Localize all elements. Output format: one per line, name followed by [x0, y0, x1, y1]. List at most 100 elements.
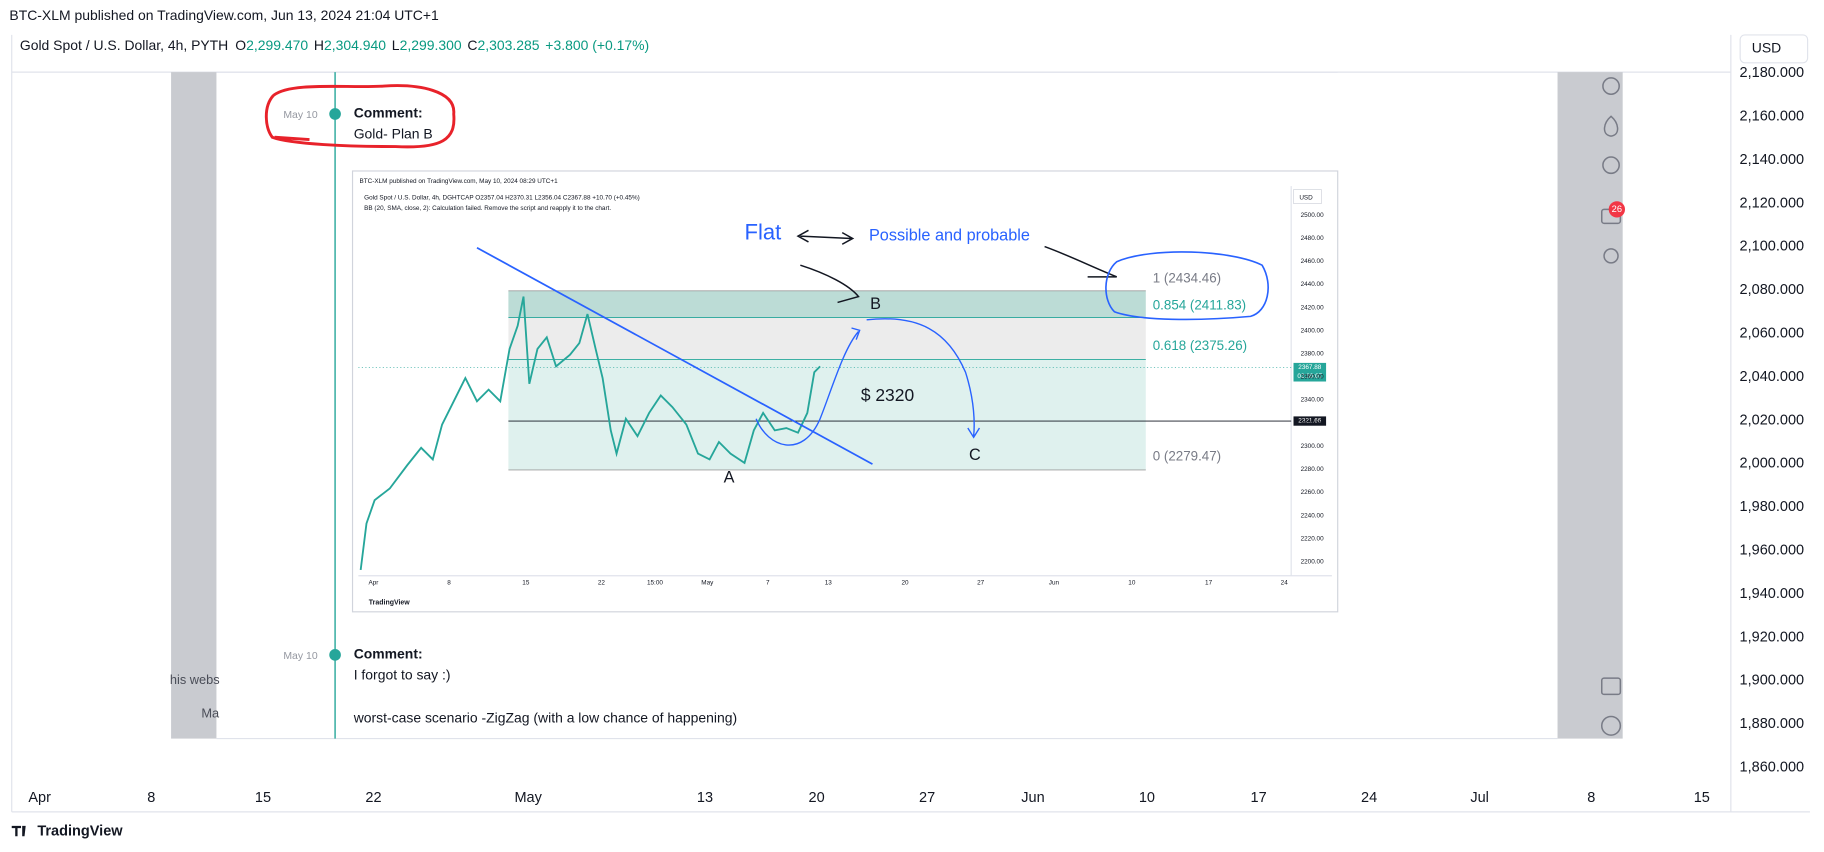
price-label: 2,100.000	[1740, 239, 1805, 255]
price-label: 1,980.000	[1740, 499, 1805, 515]
embedded-price-label: 2280.00	[1301, 466, 1324, 473]
embedded-time-label: 8	[447, 579, 451, 586]
icon-calendar[interactable]	[1600, 677, 1622, 696]
comment-title: Comment:	[354, 105, 423, 121]
annotation: A	[724, 468, 735, 486]
icon-stream[interactable]	[1603, 248, 1619, 264]
embedded-time-label: Apr	[369, 579, 380, 586]
time-label: 22	[365, 790, 381, 806]
axes: 2,180.000 2,160.000 2,140.000 2,120.000 2,10…	[28, 65, 1804, 806]
highlight-circle	[264, 84, 456, 149]
ohlc-key: H	[314, 37, 324, 53]
trendline	[476, 246, 873, 465]
icon-alarm[interactable]	[1602, 77, 1620, 95]
level-tag: 2321.66	[1298, 418, 1321, 425]
price-label: 1,920.000	[1740, 629, 1805, 645]
embedded-price-label: 2240.00	[1301, 512, 1324, 519]
embedded-time-label: 24	[1281, 579, 1289, 586]
comment-dot	[329, 108, 341, 120]
icon-idea[interactable]	[1602, 156, 1620, 175]
footer: TradingView	[37, 823, 123, 839]
time-label: 10	[1139, 790, 1155, 806]
embedded-published: BTC-XLM published on TradingView.com, Ma…	[360, 178, 559, 185]
fib-label: 0 (2279.47)	[1153, 449, 1221, 464]
price-label: 2,060.000	[1740, 326, 1805, 342]
currency-button[interactable]	[1739, 34, 1809, 64]
sidebar-icons	[1600, 77, 1622, 736]
time-label: Jul	[1470, 790, 1489, 806]
price-label: 1,940.000	[1740, 586, 1805, 602]
fragment: Ma	[201, 706, 220, 721]
price-label: 2,180.000	[1740, 65, 1805, 81]
embedded-price-label: 2220.00	[1301, 535, 1324, 542]
comment-line: worst-case scenario -ZigZag (with a low …	[353, 710, 737, 726]
price-label: 2,080.000	[1740, 282, 1805, 298]
fib-zone	[508, 317, 1146, 360]
embedded-time-label: 20	[901, 579, 909, 586]
price-label: 2,140.000	[1740, 152, 1805, 168]
embedded-price-label: 2300.00	[1301, 443, 1324, 450]
overlay-bar	[171, 72, 217, 739]
ohlc-key: L	[392, 37, 400, 53]
embedded-price-label: 2360.00	[1301, 374, 1324, 381]
embedded-indicator: BB (20, SMA, close, 2): Calculation fail…	[364, 205, 611, 212]
fib-label: 0.618 (2375.26)	[1153, 338, 1247, 353]
icon-hot[interactable]	[1603, 115, 1619, 137]
price-label: 1,900.000	[1740, 673, 1805, 689]
embedded-time-label: 7	[766, 579, 770, 586]
price-path	[359, 296, 821, 571]
embedded-price-label: 2400.00	[1301, 327, 1324, 334]
time-label: 15	[1694, 790, 1710, 806]
time-label: 20	[809, 790, 825, 806]
time-label: 24	[1361, 790, 1377, 806]
price-label: 1,860.000	[1740, 760, 1805, 776]
ohlc-value: 2,304.940	[324, 37, 386, 53]
price-label: 1,880.000	[1740, 716, 1805, 732]
embedded-price-label: 2340.00	[1301, 397, 1324, 404]
change: +3.800 (+0.17%)	[545, 37, 649, 53]
logo	[11, 825, 26, 837]
embedded-symbol: Gold Spot / U.S. Dollar, 4h, DGHTCAP O23…	[364, 194, 640, 201]
time-label: Jun	[1021, 790, 1044, 806]
annotation: Flat	[745, 220, 782, 245]
price-label: 2,040.000	[1740, 369, 1805, 385]
embedded-time-label: Jun	[1049, 579, 1060, 586]
time-label: 27	[919, 790, 935, 806]
time-label: 15	[255, 790, 271, 806]
comment-dot	[329, 649, 341, 661]
time-label: 8	[147, 790, 155, 806]
embedded-price-label: 2500.00	[1301, 212, 1324, 219]
embedded-currency-box	[1293, 189, 1322, 204]
badge	[1608, 201, 1626, 218]
embedded-price-label: 2480.00	[1301, 235, 1324, 242]
comment-title: Comment:	[354, 646, 423, 662]
currency[interactable]: USD	[1752, 40, 1781, 56]
ohlc-value: 2,303.285	[477, 37, 539, 53]
embedded-footer: TradingView	[369, 599, 411, 606]
embedded-price-label: 2320.00	[1301, 420, 1324, 427]
legend: Gold Spot / U.S. Dollar, 4h, PYTH O 2,299.…	[20, 37, 649, 53]
embedded-time-label: 15	[522, 579, 530, 586]
embedded-axes: 2500.00 2480.00 2460.00 2440.00 2420.00 2400.…	[369, 212, 1325, 587]
comment-line: I forgot to say :)	[354, 666, 451, 682]
price-label: 2,000.000	[1740, 456, 1805, 472]
embedded-time-label: 13	[825, 579, 833, 586]
time-label: Apr	[28, 790, 51, 806]
embedded-price-label: 2380.00	[1301, 351, 1324, 358]
badge-count: 26	[1612, 204, 1622, 214]
embedded-chart: BTC-XLM published on TradingView.com, Ma…	[351, 170, 1339, 613]
arrow	[796, 229, 1117, 304]
annotation: Possible and probable	[869, 226, 1030, 244]
icon-help[interactable]	[1600, 715, 1622, 736]
ohlc-value: 2,299.470	[246, 37, 308, 53]
fib-label: 1 (2434.46)	[1153, 271, 1221, 286]
embedded-price-label: 2260.00	[1301, 489, 1324, 496]
embedded-price-label: 2440.00	[1301, 281, 1324, 288]
embedded-time-label: 10	[1128, 579, 1136, 586]
embedded-price-label: 2460.00	[1301, 258, 1324, 265]
annotation: C	[969, 446, 981, 464]
time-label: May	[514, 790, 542, 806]
fib-zone	[508, 290, 1146, 318]
ohlc-key: C	[467, 37, 477, 53]
